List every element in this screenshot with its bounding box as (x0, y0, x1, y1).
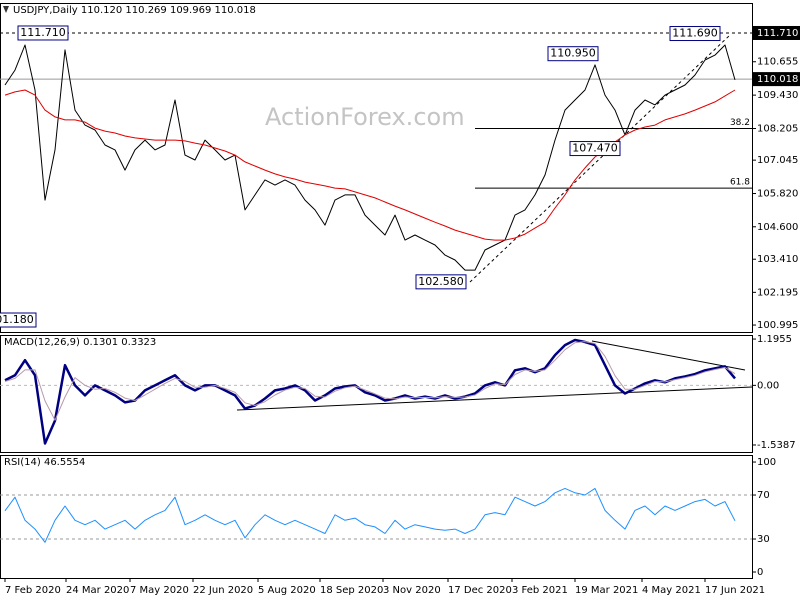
price-badge (752, 25, 800, 40)
watermark: ActionForex.com (265, 103, 465, 131)
x-tick-label: 7 May 2020 (130, 585, 189, 596)
annotation-box (547, 46, 599, 62)
annotation-box (569, 141, 621, 157)
y-tick-label: 110.655 (757, 57, 798, 68)
panel-title: USDJPY,Daily 110.120 110.269 109.969 110… (13, 5, 256, 16)
fib-label: 61.8 (730, 178, 750, 188)
x-tick-label: 18 Sep 2020 (320, 585, 383, 596)
x-tick-label: 17 Dec 2020 (448, 585, 512, 596)
x-tick-label: 3 Feb 2021 (512, 585, 568, 596)
x-tick-label: 19 Mar 2021 (575, 585, 638, 596)
x-tick-label: 4 May 2021 (642, 585, 701, 596)
series-line (4, 341, 736, 421)
x-tick-label: 3 Nov 2020 (383, 585, 441, 596)
y-tick-label: 70 (757, 490, 770, 501)
y-tick-label: 100 (757, 457, 776, 468)
y-tick-label: 109.430 (757, 90, 798, 101)
annotation-box (415, 274, 467, 290)
y-tick-label: 0 (757, 567, 763, 578)
x-tick-label: 17 Jun 2021 (705, 585, 765, 596)
y-tick-label: 1.1955 (757, 334, 792, 345)
annotation-label: 111.690 (672, 27, 718, 40)
y-tick-label: -1.5387 (757, 440, 796, 451)
fib-label: 38.2 (730, 118, 750, 128)
x-tick-label: 24 Mar 2020 (66, 585, 129, 596)
annotation-box (669, 26, 721, 42)
macd-trend-line (591, 340, 746, 371)
y-tick-label: 104.600 (757, 222, 798, 233)
y-tick-label: 102.195 (757, 287, 798, 298)
annotation-label: 110.950 (550, 47, 596, 60)
annotation-label: 102.580 (418, 275, 464, 288)
annotation-label: 111.710 (20, 26, 66, 39)
price-badge-label: 110.018 (757, 74, 798, 85)
header-icon (3, 6, 9, 13)
panel-title: RSI(14) 46.5554 (4, 457, 85, 468)
y-tick-label: 107.045 (757, 155, 798, 166)
panel-title: MACD(12,26,9) 0.1301 0.3323 (4, 337, 156, 348)
price-badge (752, 72, 800, 87)
annotation-label: 101.180 (0, 313, 34, 326)
macd-trend-line (236, 386, 753, 411)
x-tick-label: 22 Jun 2020 (193, 585, 253, 596)
panel-frame (0, 3, 753, 333)
price-badge-label: 111.710 (757, 28, 798, 39)
y-tick-label: 0.00 (757, 380, 779, 391)
panel-frame (0, 455, 753, 579)
annotation-label: 107.470 (572, 142, 618, 155)
annotation-box (0, 312, 37, 328)
x-tick-label: 5 Aug 2020 (258, 585, 316, 596)
y-tick-label: 108.205 (757, 124, 798, 135)
y-tick-label: 103.410 (757, 254, 798, 265)
series-line (4, 487, 736, 543)
series-line (4, 44, 736, 271)
y-tick-label: 30 (757, 534, 770, 545)
y-tick-label: 100.995 (757, 320, 798, 331)
y-tick-label: 105.820 (757, 189, 798, 200)
x-tick-label: 7 Feb 2020 (5, 585, 61, 596)
annotation-box (17, 25, 69, 41)
series-line (4, 338, 736, 445)
panel-frame (0, 335, 753, 453)
